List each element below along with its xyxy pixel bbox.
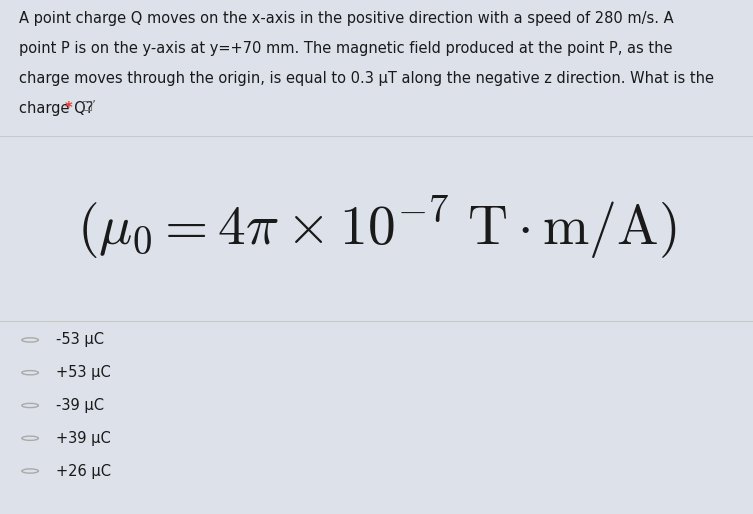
Text: $(\mu_0 = 4\pi \times \mathbf{10^{-7}}\ \mathrm{T \cdot m/A})$: $(\mu_0 = 4\pi \times \mathbf{10^{-7}}\ … xyxy=(77,195,676,262)
Text: A point charge Q moves on the x-axis in the positive direction with a speed of 2: A point charge Q moves on the x-axis in … xyxy=(19,11,673,26)
Text: +39 μC: +39 μC xyxy=(56,431,111,446)
Text: charge moves through the origin, is equal to 0.3 μT along the negative z directi: charge moves through the origin, is equa… xyxy=(19,71,714,86)
Text: □’: □’ xyxy=(81,98,96,111)
Text: -53 μC: -53 μC xyxy=(56,333,105,347)
Text: charge Q?: charge Q? xyxy=(19,101,98,116)
Text: +26 μC: +26 μC xyxy=(56,464,111,479)
Text: *: * xyxy=(65,101,73,116)
Text: +53 μC: +53 μC xyxy=(56,365,111,380)
Text: point P is on the y-axis at y=+70 mm. The magnetic field produced at the point P: point P is on the y-axis at y=+70 mm. Th… xyxy=(19,41,672,56)
Text: -39 μC: -39 μC xyxy=(56,398,105,413)
